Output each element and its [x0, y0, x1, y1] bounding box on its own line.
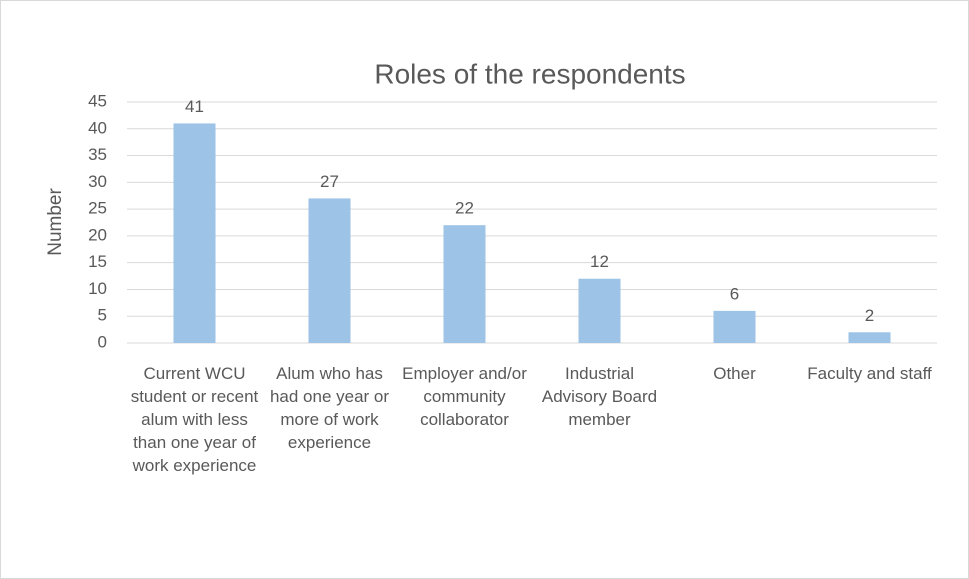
x-tick-label: Faculty and staff [807, 364, 932, 383]
x-tick-label: Industrial Advisory Board member [541, 364, 658, 429]
bar [308, 198, 351, 343]
data-label: 27 [320, 172, 339, 191]
x-tick-label: Employer and/or community collaborator [402, 364, 527, 429]
y-tick-label: 10 [88, 279, 107, 298]
y-tick-label: 20 [88, 225, 107, 244]
chart-title: Roles of the respondents [374, 58, 685, 89]
bar [443, 225, 486, 343]
y-tick-label: 25 [88, 199, 107, 218]
y-tick-label: 35 [88, 145, 107, 164]
y-tick-label: 30 [88, 172, 107, 191]
data-label: 6 [730, 284, 739, 303]
data-label: 22 [455, 199, 474, 218]
y-axis-label: Number [45, 188, 66, 256]
bar [173, 123, 216, 343]
data-label: 41 [185, 97, 204, 116]
x-tick-label: Other [713, 364, 756, 383]
x-tick-label: Alum who has had one year or more of wor… [269, 364, 390, 452]
y-tick-label: 45 [88, 91, 107, 110]
bar [848, 332, 891, 343]
x-tick-label: Current WCU student or recent alum with … [130, 364, 259, 475]
y-tick-label: 5 [98, 306, 107, 325]
bar [713, 310, 756, 343]
y-tick-label: 0 [98, 332, 107, 351]
data-label: 2 [865, 306, 874, 325]
y-tick-label: 40 [88, 118, 107, 137]
data-label: 12 [590, 252, 609, 271]
y-tick-label: 15 [88, 252, 107, 271]
bar [578, 278, 621, 343]
